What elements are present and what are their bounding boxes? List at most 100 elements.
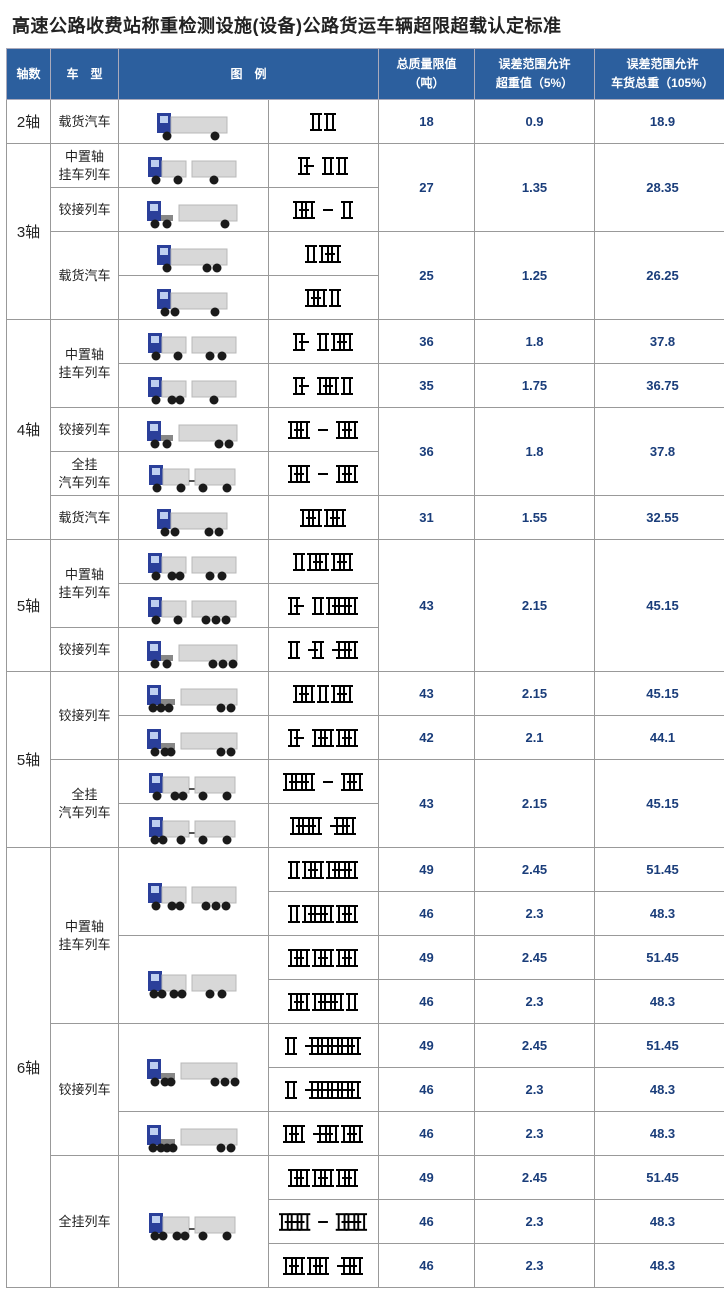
value-limit: 49 (379, 1024, 475, 1068)
truck-illustration (119, 408, 269, 452)
axle-diagram (269, 232, 379, 276)
truck-illustration (119, 100, 269, 144)
axle-diagram (269, 584, 379, 628)
truck-illustration (119, 540, 269, 584)
truck-illustration (119, 320, 269, 364)
value-total: 18.9 (595, 100, 724, 144)
value-limit: 18 (379, 100, 475, 144)
value-limit: 46 (379, 892, 475, 936)
axle-diagram (269, 320, 379, 364)
value-over: 1.8 (475, 320, 595, 364)
col-total105: 误差范围允许车货总重（105%） (595, 49, 724, 100)
col-axles: 轴数 (7, 49, 51, 100)
col-limit: 总质量限值（吨） (379, 49, 475, 100)
truck-illustration (119, 452, 269, 496)
vehicle-type-cell: 铰接列车 (51, 188, 119, 232)
truck-illustration (119, 276, 269, 320)
value-limit: 43 (379, 672, 475, 716)
vehicle-type-cell: 载货汽车 (51, 100, 119, 144)
value-limit: 27 (379, 144, 475, 232)
axle-diagram (269, 980, 379, 1024)
truck-illustration (119, 144, 269, 188)
value-over: 0.9 (475, 100, 595, 144)
value-total: 51.45 (595, 1156, 724, 1200)
value-total: 32.55 (595, 496, 724, 540)
value-total: 37.8 (595, 320, 724, 364)
truck-illustration (119, 672, 269, 716)
truck-illustration (119, 1156, 269, 1288)
value-total: 28.35 (595, 144, 724, 232)
table-header: 轴数车 型图 例总质量限值（吨）误差范围允许超重值（5%）误差范围允许车货总重（… (7, 49, 724, 100)
value-over: 1.75 (475, 364, 595, 408)
axle-cell: 4轴 (7, 320, 51, 540)
table-row: 3轴中置轴挂车列车271.3528.35 (7, 144, 724, 188)
value-total: 51.45 (595, 1024, 724, 1068)
value-over: 2.3 (475, 1200, 595, 1244)
value-total: 36.75 (595, 364, 724, 408)
value-over: 2.45 (475, 936, 595, 980)
truck-illustration (119, 936, 269, 1024)
col-illus: 图 例 (119, 49, 379, 100)
value-over: 2.45 (475, 848, 595, 892)
table-row: 全挂汽车列车432.1545.15 (7, 760, 724, 804)
standards-table: 轴数车 型图 例总质量限值（吨）误差范围允许超重值（5%）误差范围允许车货总重（… (6, 48, 724, 1288)
axle-diagram (269, 1200, 379, 1244)
truck-illustration (119, 716, 269, 760)
value-total: 48.3 (595, 980, 724, 1024)
table-row: 5轴中置轴挂车列车432.1545.15 (7, 540, 724, 584)
vehicle-type-cell: 铰接列车 (51, 408, 119, 452)
value-over: 2.3 (475, 1244, 595, 1288)
axle-diagram (269, 716, 379, 760)
value-total: 48.3 (595, 1112, 724, 1156)
vehicle-type-cell: 中置轴挂车列车 (51, 848, 119, 1024)
vehicle-type-cell: 载货汽车 (51, 496, 119, 540)
value-limit: 43 (379, 760, 475, 848)
axle-diagram (269, 1156, 379, 1200)
table-row: 2轴载货汽车 180.918.9 (7, 100, 724, 144)
value-limit: 36 (379, 408, 475, 496)
axle-cell: 2轴 (7, 100, 51, 144)
value-limit: 49 (379, 936, 475, 980)
truck-illustration (119, 1112, 269, 1156)
value-limit: 46 (379, 1112, 475, 1156)
value-limit: 42 (379, 716, 475, 760)
value-over: 2.3 (475, 980, 595, 1024)
axle-diagram (269, 848, 379, 892)
truck-illustration (119, 804, 269, 848)
vehicle-type-cell: 铰接列车 (51, 628, 119, 672)
axle-diagram (269, 628, 379, 672)
axle-diagram (269, 100, 379, 144)
axle-cell: 5轴 (7, 540, 51, 672)
table-row: 载货汽车 311.5532.55 (7, 496, 724, 540)
value-total: 51.45 (595, 936, 724, 980)
truck-illustration (119, 496, 269, 540)
axle-diagram (269, 144, 379, 188)
value-over: 2.15 (475, 760, 595, 848)
axle-diagram (269, 936, 379, 980)
value-limit: 46 (379, 1068, 475, 1112)
vehicle-type-cell: 中置轴挂车列车 (51, 144, 119, 188)
vehicle-type-cell: 中置轴挂车列车 (51, 540, 119, 628)
truck-illustration (119, 628, 269, 672)
axle-diagram (269, 1024, 379, 1068)
axle-diagram (269, 276, 379, 320)
value-over: 2.45 (475, 1156, 595, 1200)
truck-illustration (119, 232, 269, 276)
truck-illustration (119, 760, 269, 804)
truck-illustration (119, 364, 269, 408)
value-over: 2.3 (475, 892, 595, 936)
value-over: 1.55 (475, 496, 595, 540)
value-over: 2.15 (475, 672, 595, 716)
truck-illustration (119, 584, 269, 628)
axle-diagram (269, 540, 379, 584)
value-limit: 49 (379, 848, 475, 892)
value-limit: 31 (379, 496, 475, 540)
value-over: 2.1 (475, 716, 595, 760)
value-limit: 46 (379, 980, 475, 1024)
page-title: 高速公路收费站称重检测设施(设备)公路货运车辆超限超载认定标准 (12, 12, 718, 38)
table-row: 铰接列车492.4551.45 (7, 1024, 724, 1068)
axle-diagram (269, 408, 379, 452)
value-limit: 43 (379, 540, 475, 672)
vehicle-type-cell: 铰接列车 (51, 1024, 119, 1156)
axle-diagram (269, 188, 379, 232)
